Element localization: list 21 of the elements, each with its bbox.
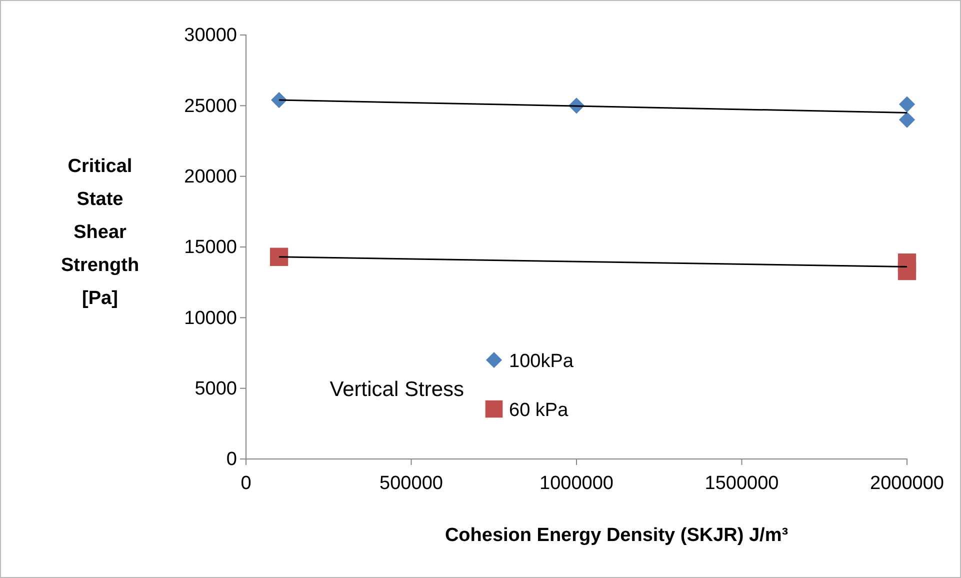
y-axis-title: Critical State Shear Strength [Pa]: [60, 156, 140, 309]
point: [898, 96, 916, 112]
point: [898, 262, 916, 280]
legend-label: 100kPa: [509, 351, 574, 372]
y-tick-label: 0: [226, 449, 237, 470]
x-tick-label: 500000: [380, 472, 443, 494]
x-axis-title: Cohesion Energy Density (SKJR) J/m³: [444, 525, 788, 546]
y-tick-label: 20000: [184, 166, 237, 188]
x-tick-label: 0: [240, 472, 252, 494]
legend-title: Vertical Stress: [330, 378, 464, 401]
y-tick-label: 15000: [184, 237, 237, 258]
y-tick-label: 25000: [184, 96, 237, 117]
legend-label: 60 kPa: [509, 400, 569, 421]
y-tick-label: 5000: [194, 378, 237, 400]
x-tick-label: 2000000: [870, 472, 944, 494]
x-tick-label: 1000000: [540, 472, 614, 494]
y-tick-label: 10000: [184, 308, 237, 329]
x-tick-label: 1500000: [704, 472, 779, 494]
point: [898, 112, 916, 128]
y-tick-label: 30000: [184, 25, 237, 46]
point: [270, 248, 288, 266]
